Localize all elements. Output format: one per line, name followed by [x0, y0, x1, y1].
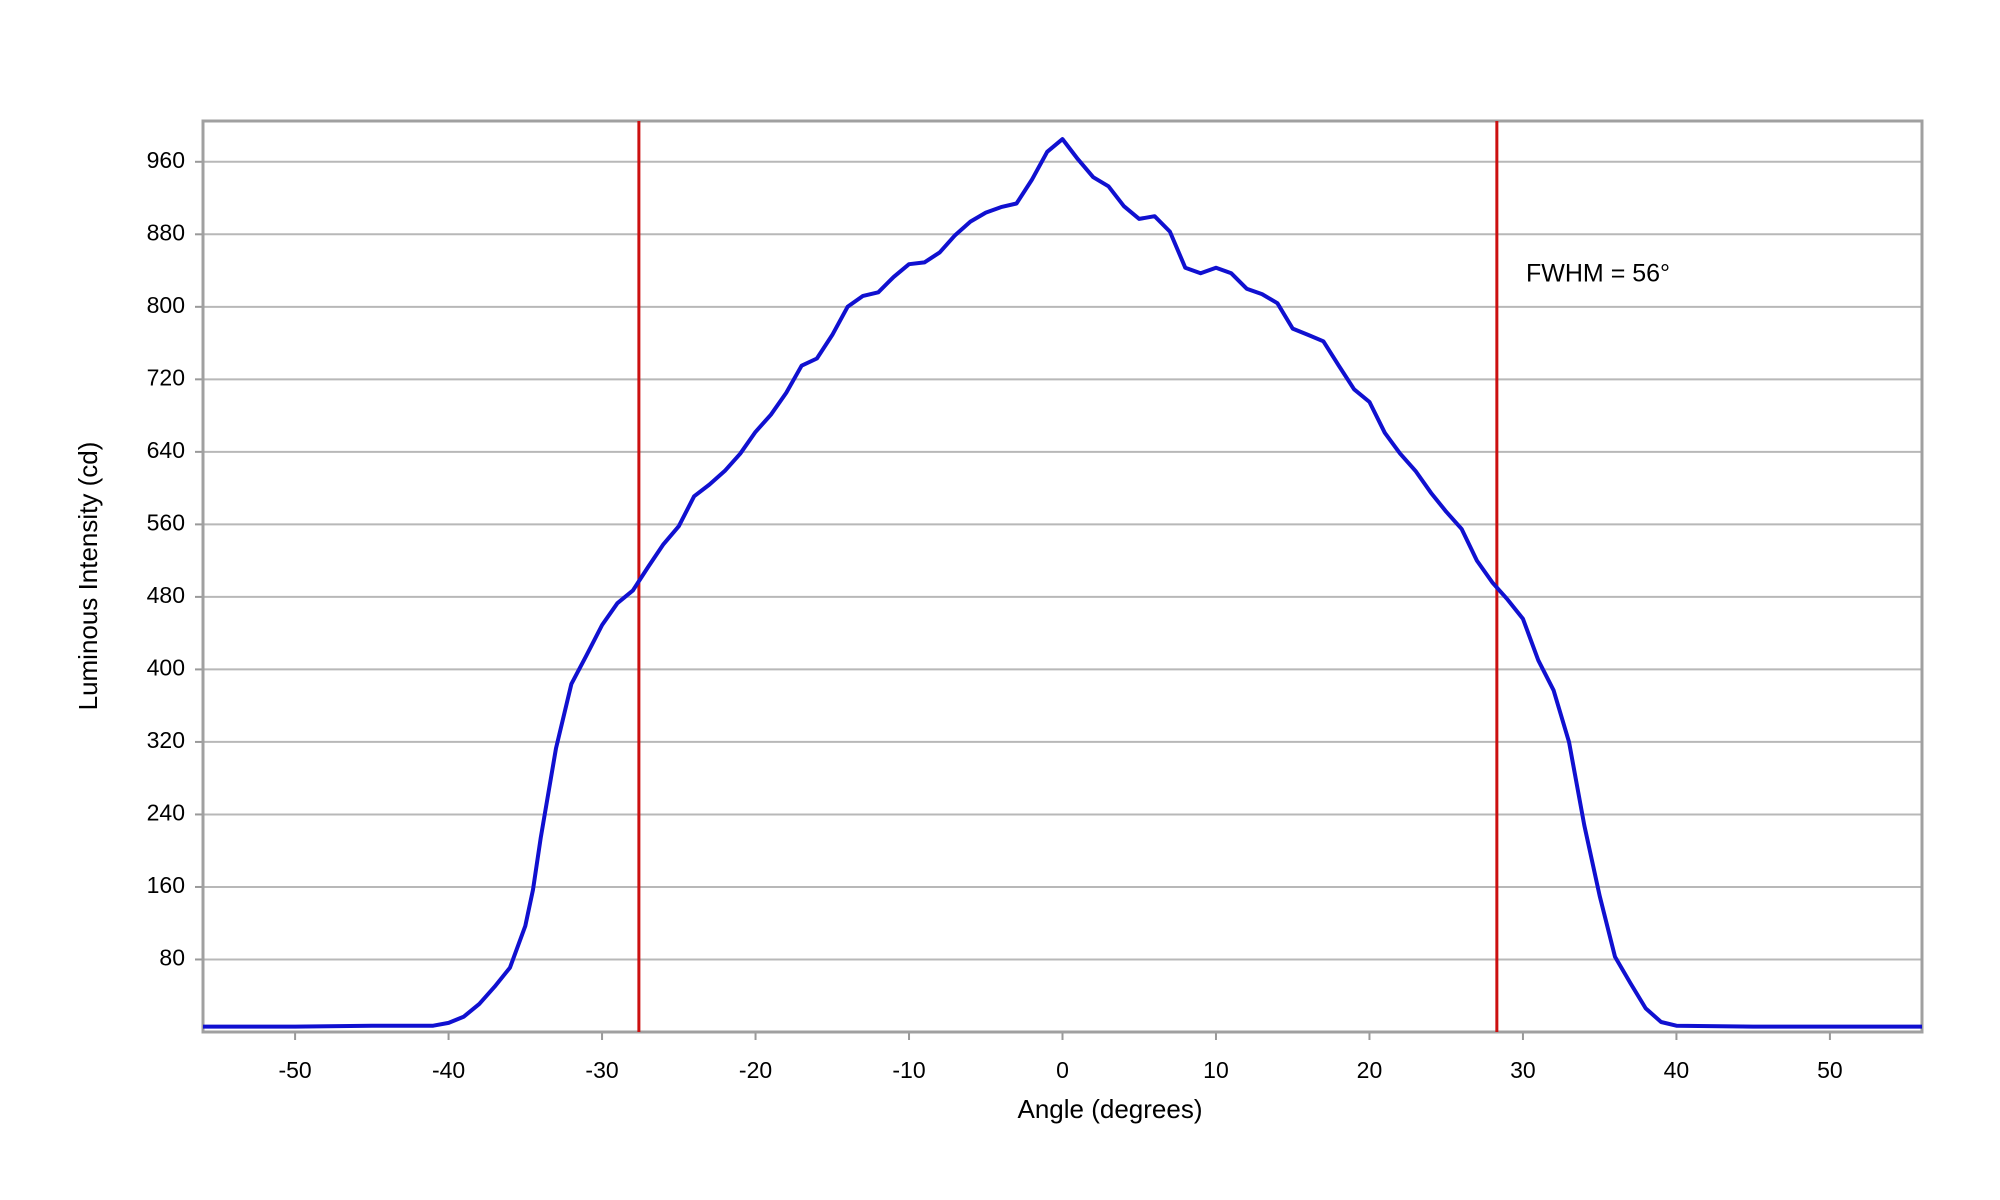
- y-tick-label: 720: [147, 364, 185, 390]
- x-tick-label: -10: [892, 1057, 925, 1083]
- x-tick-label: -50: [278, 1057, 311, 1083]
- y-tick-label: 560: [147, 509, 185, 535]
- x-tick-label: 30: [1510, 1057, 1536, 1083]
- y-tick-label: 80: [159, 945, 185, 971]
- x-tick-label: 10: [1203, 1057, 1229, 1083]
- plot-frame: [201, 119, 1924, 1034]
- annotation: FWHM = 56°: [1526, 260, 1670, 288]
- y-tick-label: 160: [147, 872, 185, 898]
- x-tick-label: -40: [432, 1057, 465, 1083]
- x-tick-label: -30: [585, 1057, 618, 1083]
- y-tick-label: 480: [147, 582, 185, 608]
- y-tick-label: 800: [147, 292, 185, 318]
- x-tick-label: 0: [1056, 1057, 1069, 1083]
- y-axis-label: Luminous Intensity (cd): [73, 442, 103, 711]
- y-tick-label: 240: [147, 800, 185, 826]
- data-line: [203, 137, 1922, 1029]
- x-tick-label: 50: [1817, 1057, 1843, 1083]
- x-tick-label: -20: [739, 1057, 772, 1083]
- y-tick-label: 320: [147, 727, 185, 753]
- y-tick-label: 400: [147, 654, 185, 680]
- y-tick-label: 880: [147, 219, 185, 245]
- y-tick-label: 640: [147, 437, 185, 463]
- x-tick-label: 40: [1664, 1057, 1690, 1083]
- x-tick-label: 20: [1357, 1057, 1383, 1083]
- x-axis-label: Angle (degrees): [1018, 1094, 1203, 1124]
- y-tick-label: 960: [147, 147, 185, 173]
